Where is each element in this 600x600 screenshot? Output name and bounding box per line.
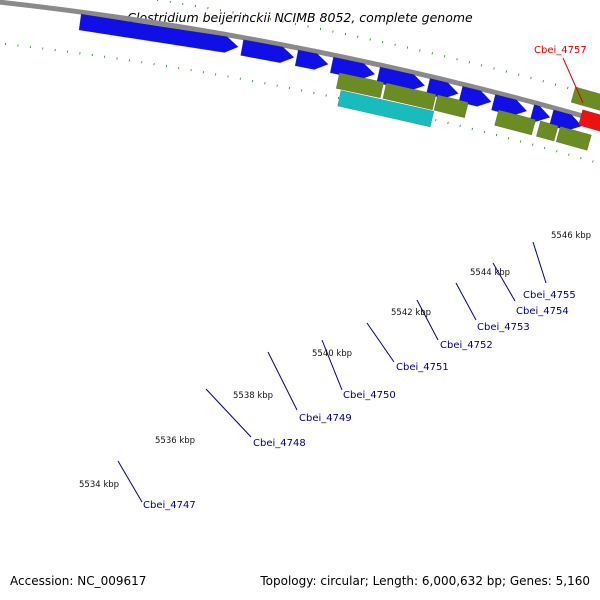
cds-block-cbei-4748[interactable] bbox=[240, 39, 295, 64]
scale-label: 5540 kbp bbox=[312, 349, 352, 359]
gene-label-cbei-4747[interactable]: Cbei_4747 bbox=[143, 500, 196, 511]
label-leaders bbox=[117, 57, 584, 503]
cds-block[interactable] bbox=[425, 78, 459, 99]
cds-block-cbei-4755[interactable] bbox=[555, 125, 592, 151]
highlight-block-cbei-4757[interactable] bbox=[578, 109, 600, 132]
gene-label-cbei-4757[interactable]: Cbei_4757 bbox=[534, 45, 587, 56]
cds-block-cbei-4749[interactable] bbox=[294, 49, 329, 70]
gene-label-cbei-4750[interactable]: Cbei_4750 bbox=[343, 390, 396, 401]
scale-label: 5546 kbp bbox=[551, 231, 591, 241]
rna-block-cbei-4751[interactable] bbox=[337, 90, 435, 128]
backbone-layer bbox=[0, 0, 600, 124]
scale-label: 5538 kbp bbox=[233, 391, 273, 401]
gene-label-cbei-4748[interactable]: Cbei_4748 bbox=[253, 438, 306, 449]
cds-block[interactable] bbox=[494, 109, 537, 136]
cds-block[interactable] bbox=[549, 109, 583, 131]
accession-text: Accession: NC_009617 bbox=[10, 574, 147, 588]
cds-block-cbei-4754[interactable] bbox=[529, 104, 551, 122]
gene-label-cbei-4755[interactable]: Cbei_4755 bbox=[523, 290, 576, 301]
gene-label-cbei-4751[interactable]: Cbei_4751 bbox=[396, 362, 449, 373]
leader-line bbox=[205, 388, 252, 438]
genome-backbone bbox=[0, 0, 600, 124]
leader-line bbox=[267, 351, 298, 411]
cds-block-cbei-4757[interactable] bbox=[570, 86, 600, 111]
feature-layer bbox=[78, 13, 600, 151]
gene-label-cbei-4749[interactable]: Cbei_4749 bbox=[299, 413, 352, 424]
cds-block-cbei-4747[interactable] bbox=[78, 13, 239, 53]
scale-label: 5534 kbp bbox=[79, 480, 119, 490]
gene-label-cbei-4753[interactable]: Cbei_4753 bbox=[477, 322, 530, 333]
leader-line bbox=[366, 322, 395, 363]
outer-tick-ring bbox=[157, 0, 593, 96]
leader-line bbox=[416, 299, 439, 341]
cds-block-cbei-4750[interactable] bbox=[335, 72, 385, 99]
scale-label: 5542 kbp bbox=[391, 308, 431, 318]
gene-label-cbei-4752[interactable]: Cbei_4752 bbox=[440, 340, 493, 351]
leader-line bbox=[532, 241, 547, 284]
leader-line bbox=[117, 460, 143, 503]
tick-marks bbox=[5, 0, 594, 163]
genome-summary-text: Topology: circular; Length: 6,000,632 bp… bbox=[260, 574, 590, 588]
leader-line bbox=[492, 262, 516, 302]
labels-layer: 5534 kbp 5536 kbp 5538 kbp 5540 kbp 5542 kbp… bbox=[79, 45, 591, 511]
cds-block-cbei-4752[interactable] bbox=[433, 94, 469, 119]
scale-label: 5544 kbp bbox=[470, 268, 510, 278]
gene-label-cbei-4754[interactable]: Cbei_4754 bbox=[516, 306, 569, 317]
cds-block[interactable] bbox=[458, 85, 492, 107]
leader-line bbox=[321, 339, 343, 391]
scale-label: 5536 kbp bbox=[155, 436, 195, 446]
cds-block[interactable] bbox=[535, 120, 559, 142]
cds-block[interactable] bbox=[382, 82, 437, 111]
leader-line bbox=[562, 57, 584, 104]
leader-line bbox=[455, 282, 477, 321]
map-title: Clostridium beijerinckii NCIMB 8052, com… bbox=[127, 10, 473, 25]
